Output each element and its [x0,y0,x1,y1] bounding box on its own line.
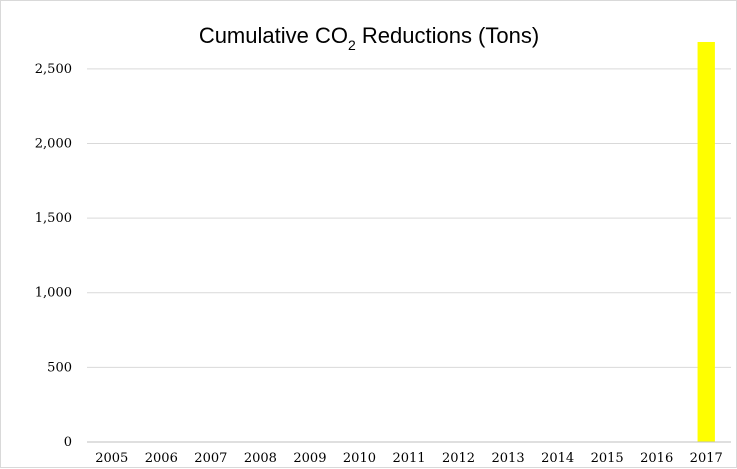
y-tick-label: 2,500 [35,62,72,77]
x-axis-labels: 2005 2006 2007 2008 2009 2010 2011 2012 2013 2014… [95,451,723,466]
y-tick-label: 0 [64,435,72,450]
chart-title-suffix: Reductions (Tons) [356,23,539,48]
x-tick-label: 2009 [293,451,326,466]
x-tick-label: 2013 [492,451,525,466]
chart-title: Cumulative CO2 Reductions (Tons) [199,23,539,53]
y-tick-label: 1,000 [35,286,72,301]
x-tick-label: 2005 [95,451,128,466]
gridlines [87,68,731,368]
bars [697,41,715,443]
chart-title-subscript: 2 [348,37,356,53]
x-tick-label: 2008 [244,451,277,466]
x-tick-label: 2006 [145,451,178,466]
x-tick-label: 2010 [343,451,376,466]
y-tick-label: 2,000 [35,136,72,151]
y-axis-labels: 0 500 1,000 1,500 2,000 2,500 [35,62,72,450]
bar-2017 [697,41,715,443]
x-tick-label: 2014 [541,451,574,466]
x-tick-label: 2016 [640,451,673,466]
chart-title-main: Cumulative CO [199,23,348,48]
x-tick-label: 2011 [392,451,425,466]
y-tick-label: 1,500 [35,211,72,226]
x-tick-label: 2017 [690,451,723,466]
x-tick-label: 2007 [194,451,227,466]
x-tick-label: 2015 [591,451,624,466]
y-tick-label: 500 [47,360,72,375]
x-tick-label: 2012 [442,451,475,466]
